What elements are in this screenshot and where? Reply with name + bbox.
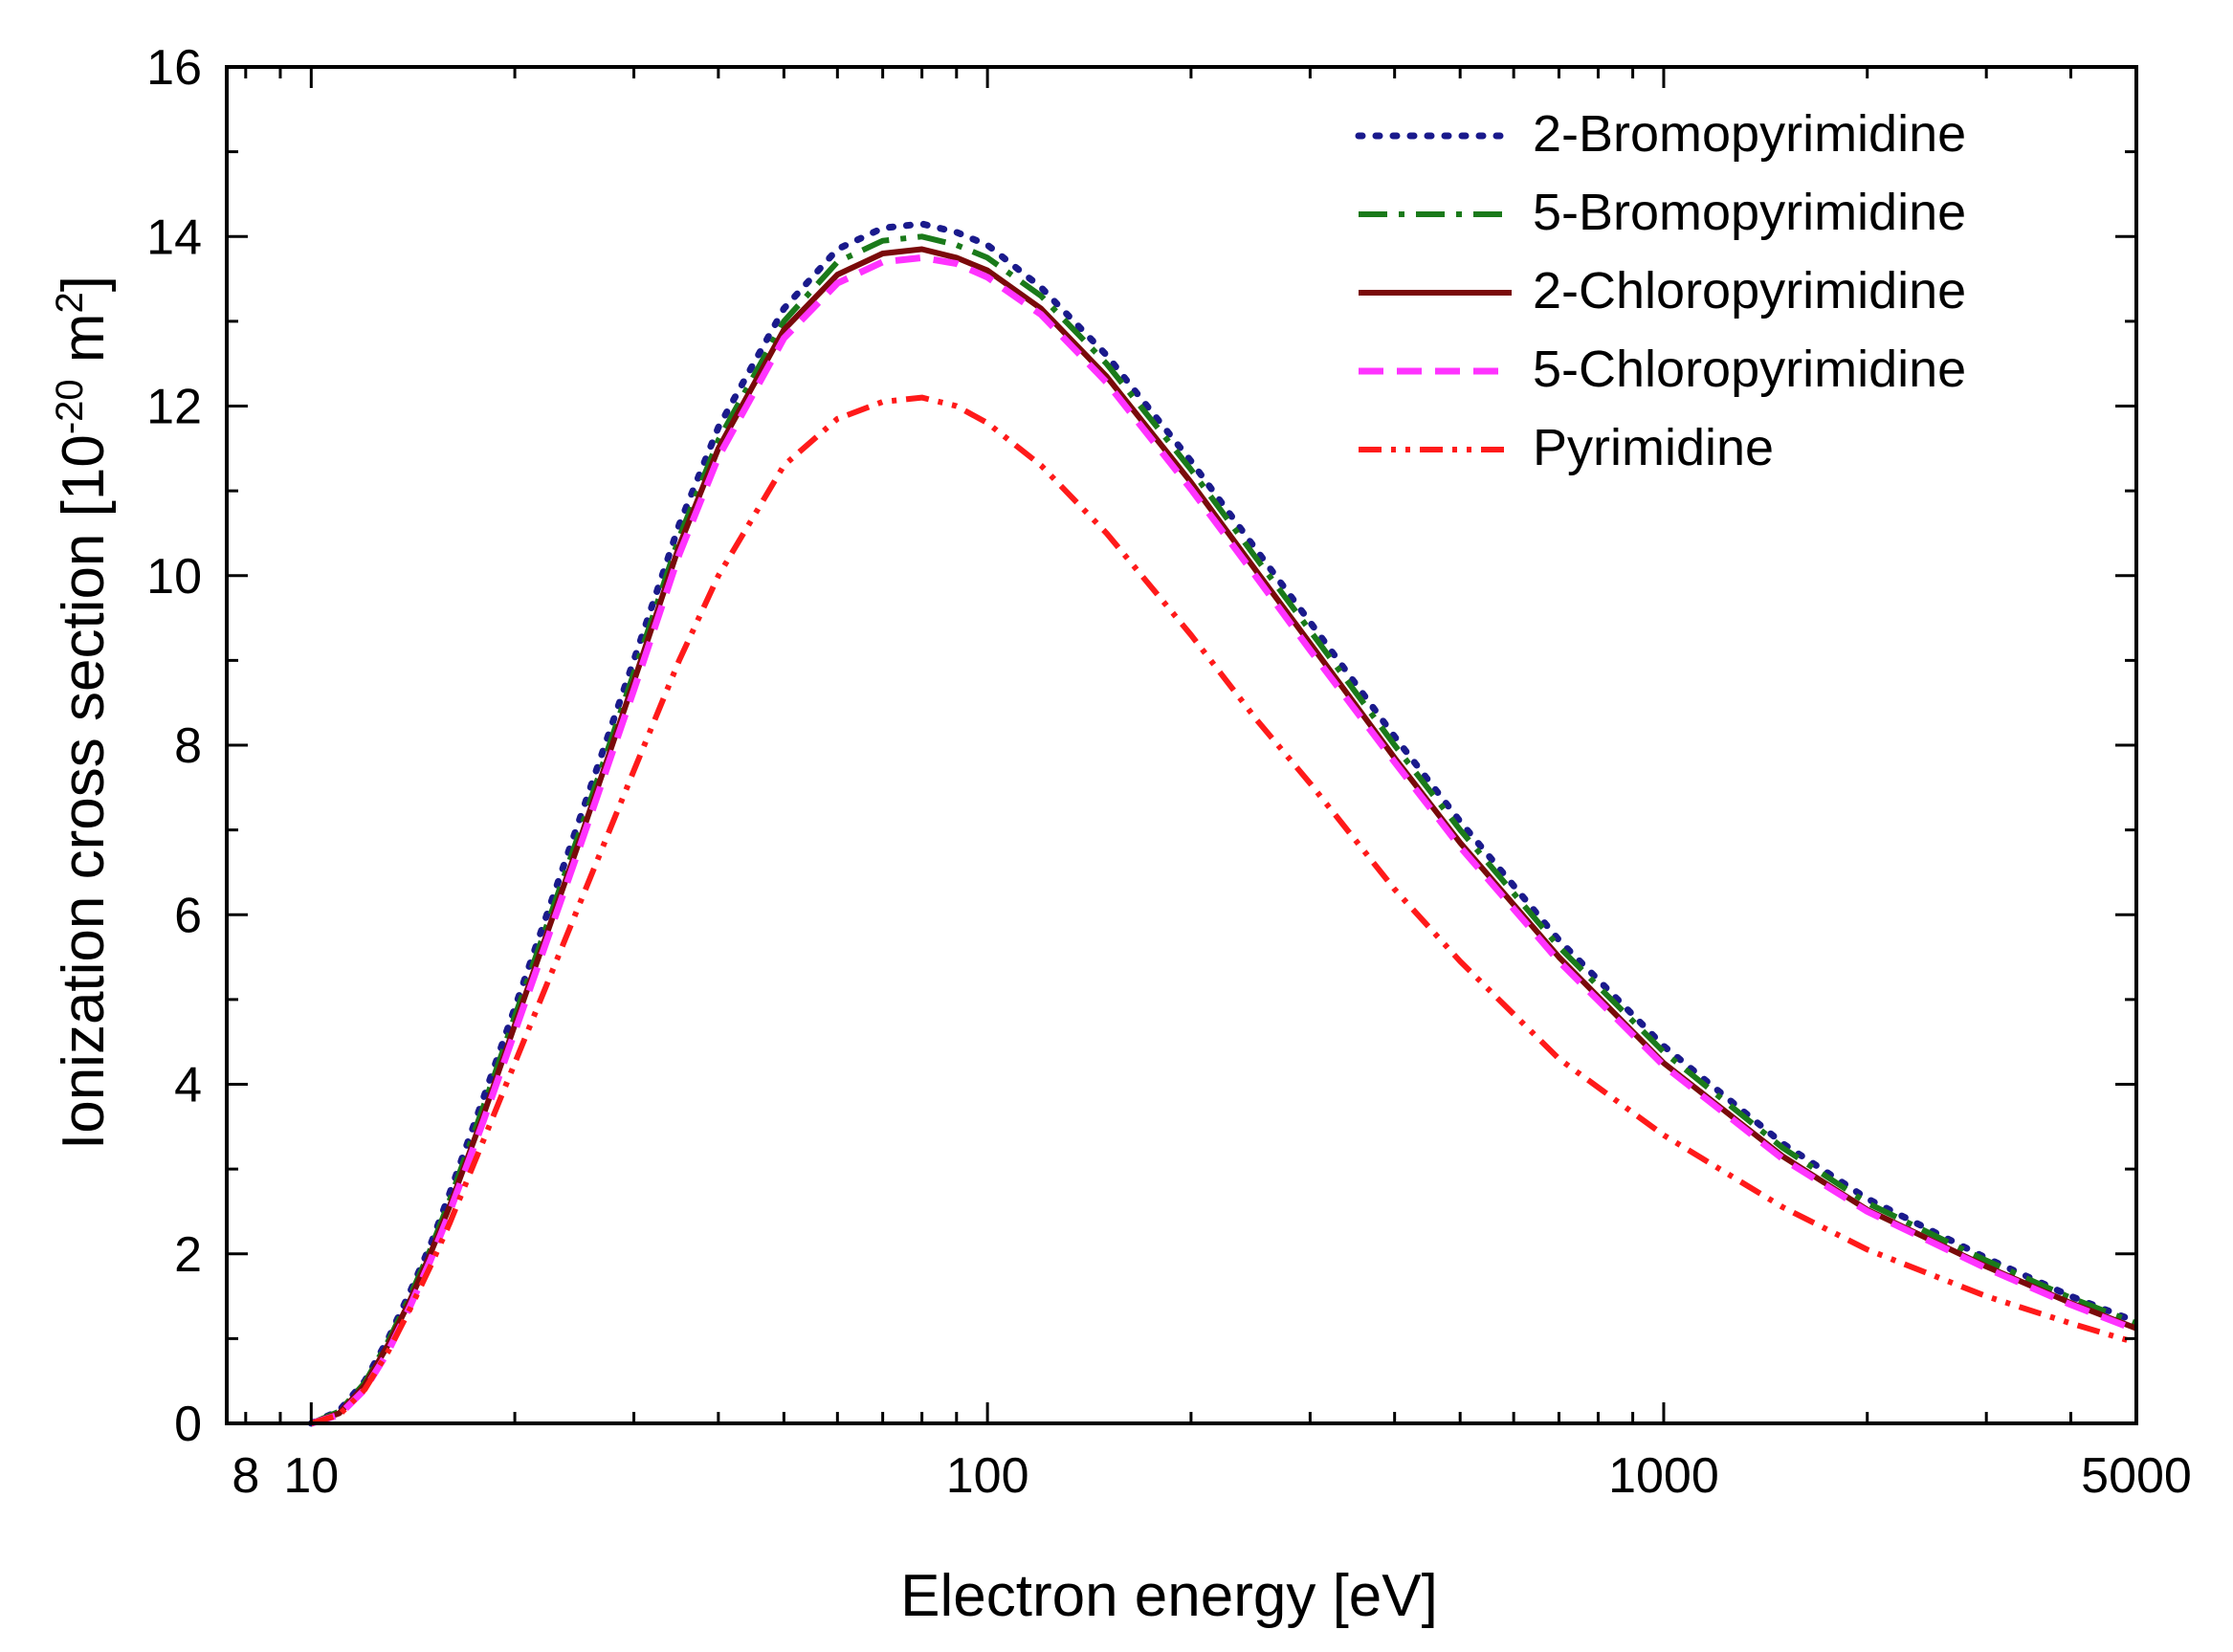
x-tick-label: 10 xyxy=(283,1448,339,1504)
y-tick-label: 16 xyxy=(146,40,202,96)
legend-label: 2-Chloropyrimidine xyxy=(1533,262,1966,319)
x-tick-label: 1000 xyxy=(1608,1448,1719,1504)
y-tick-label: 2 xyxy=(174,1227,202,1283)
y-axis-title: Ionization cross section [10-20 m2] xyxy=(49,275,117,1150)
y-axis-title-close: ] xyxy=(51,275,117,292)
y-axis-title-unit: m xyxy=(51,313,117,379)
y-axis-title-main: Ionization cross section [10 xyxy=(51,434,117,1150)
series-line xyxy=(310,394,2137,1426)
x-tick-label: 5000 xyxy=(2081,1448,2192,1504)
y-axis-title-exponent: -20 xyxy=(49,379,91,434)
y-axis: 0 2 4 6 8 10 12 14 16 xyxy=(146,40,248,1452)
top-axis xyxy=(244,67,2138,88)
series-line xyxy=(310,253,2138,1427)
legend: 2-Bromopyrimidine 5-Bromopyrimidine 2-Chlo… xyxy=(1355,105,1966,476)
legend-label: Pyrimidine xyxy=(1533,419,1774,476)
y-tick-label: 0 xyxy=(174,1397,202,1452)
legend-label: 5-Chloropyrimidine xyxy=(1533,341,1966,398)
x-axis: 8 10 100 1000 5000 xyxy=(232,1402,2192,1504)
y-axis-title-unit-exponent: 2 xyxy=(49,292,91,313)
right-axis xyxy=(2115,65,2136,1425)
x-tick-label: 100 xyxy=(946,1448,1029,1504)
y-tick-label: 10 xyxy=(146,549,202,605)
y-tick-label: 12 xyxy=(146,380,202,435)
legend-label: 2-Bromopyrimidine xyxy=(1533,105,1966,163)
y-tick-label: 8 xyxy=(174,718,202,774)
y-tick-label: 4 xyxy=(174,1058,202,1113)
legend-label: 5-Bromopyrimidine xyxy=(1533,184,1966,241)
x-axis-title: Electron energy [eV] xyxy=(900,1563,1438,1629)
y-tick-label: 6 xyxy=(174,888,202,943)
x-tick-label: 8 xyxy=(232,1448,259,1504)
y-tick-label: 14 xyxy=(146,209,202,265)
series-layer xyxy=(307,220,2140,1427)
